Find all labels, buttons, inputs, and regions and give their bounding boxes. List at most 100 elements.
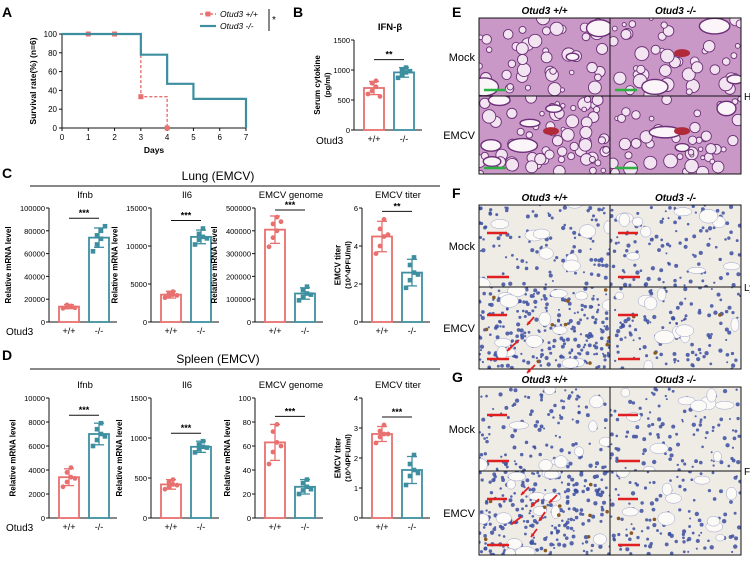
alveolar-space — [494, 338, 512, 348]
nucleus — [676, 475, 679, 479]
row-label: EMCV — [443, 323, 475, 335]
nucleus — [652, 480, 656, 485]
alveolar-space — [538, 311, 552, 327]
nucleus — [513, 428, 518, 433]
nucleus — [724, 238, 727, 241]
nucleus — [527, 395, 531, 399]
data-point — [381, 422, 387, 428]
nucleus — [580, 303, 584, 308]
nucleus — [533, 299, 538, 304]
nucleus — [673, 283, 677, 287]
nucleus — [737, 223, 741, 228]
nucleus — [691, 422, 696, 427]
nucleus — [725, 272, 730, 276]
alveolar-space — [690, 399, 707, 412]
nucleus — [571, 418, 574, 421]
nucleus — [568, 461, 573, 466]
nucleus — [575, 397, 579, 401]
nucleus — [585, 362, 589, 365]
y-axis-label-units: (10^4PFU/ml) — [344, 434, 353, 482]
nucleus — [562, 510, 565, 513]
nucleus — [628, 324, 632, 328]
nucleus — [694, 459, 699, 464]
y-tick-label: 100000 — [226, 295, 251, 304]
alveolus — [559, 87, 565, 93]
nucleus — [493, 326, 498, 330]
nucleus — [529, 509, 532, 513]
nucleus — [602, 207, 605, 210]
nucleus — [479, 550, 484, 554]
alveolar-space — [722, 262, 741, 271]
nucleus — [645, 319, 650, 323]
nucleus — [712, 464, 715, 467]
alveolus — [634, 46, 650, 62]
nucleus — [479, 300, 482, 304]
nucleus — [616, 344, 619, 348]
histology-panel-f: Otud3 +/+ Otud3 -/- Mock EMCV Ly6G — [443, 193, 750, 374]
micrograph-emcv-wt — [479, 96, 610, 174]
alveolar-space — [693, 475, 711, 485]
data-point — [270, 449, 276, 455]
nucleus — [501, 552, 505, 555]
nucleus — [501, 425, 506, 430]
survival-chart: 0 20 40 60 80 100 0 1 2 3 4 5 6 7 Days Survival rate(%)… — [28, 9, 276, 155]
data-point — [196, 231, 202, 237]
nucleus — [616, 350, 620, 354]
nucleus — [537, 291, 540, 294]
nucleus — [543, 287, 547, 291]
row-label: Mock — [449, 241, 476, 253]
nucleus — [610, 238, 613, 243]
nucleus — [617, 241, 620, 244]
nucleus — [736, 525, 741, 530]
survival-marker — [138, 94, 144, 100]
nucleus — [577, 405, 581, 408]
data-point — [94, 426, 100, 432]
data-point — [411, 270, 417, 275]
nucleus — [668, 206, 672, 210]
nucleus — [655, 356, 659, 360]
nucleus — [605, 293, 608, 296]
nucleus — [492, 527, 497, 532]
alveolus — [502, 29, 514, 40]
micrograph-border — [609, 286, 742, 370]
nucleus — [603, 418, 608, 423]
nucleus — [667, 387, 671, 391]
nucleus — [566, 482, 571, 487]
nucleus — [482, 291, 486, 296]
data-point — [385, 431, 391, 437]
nucleus — [719, 258, 722, 261]
nucleus — [585, 351, 590, 356]
nucleus — [523, 334, 527, 338]
nucleus — [582, 549, 586, 553]
nucleus — [734, 429, 738, 433]
nucleus — [521, 507, 524, 511]
nucleus — [557, 363, 562, 368]
alveolar-space — [479, 458, 488, 471]
nucleus — [686, 539, 689, 542]
nucleus — [711, 429, 715, 433]
nucleus — [524, 266, 529, 271]
nucleus — [610, 208, 614, 212]
nucleus — [610, 413, 613, 417]
nucleus — [487, 326, 490, 329]
nucleus — [604, 326, 610, 331]
x-tick-label: 2 — [112, 133, 117, 142]
nucleus — [645, 518, 649, 522]
nucleus — [506, 307, 509, 311]
y-tick-label: 2 — [354, 454, 358, 463]
survival-line-ko — [62, 32, 248, 128]
nucleus — [698, 228, 703, 233]
nucleus — [635, 250, 639, 254]
nucleus — [585, 339, 589, 342]
bar — [190, 235, 212, 323]
alveolus — [567, 152, 576, 161]
nucleus — [479, 314, 483, 317]
nucleus — [695, 538, 700, 544]
data-point — [308, 486, 314, 492]
nucleus — [625, 430, 630, 434]
nucleus — [719, 298, 723, 302]
y-tick-label: 200000 — [226, 272, 251, 281]
y-tick-label: 0 — [247, 514, 251, 523]
x-tick-label: +/+ — [164, 326, 177, 336]
micrograph-emcv-ko — [610, 471, 741, 555]
